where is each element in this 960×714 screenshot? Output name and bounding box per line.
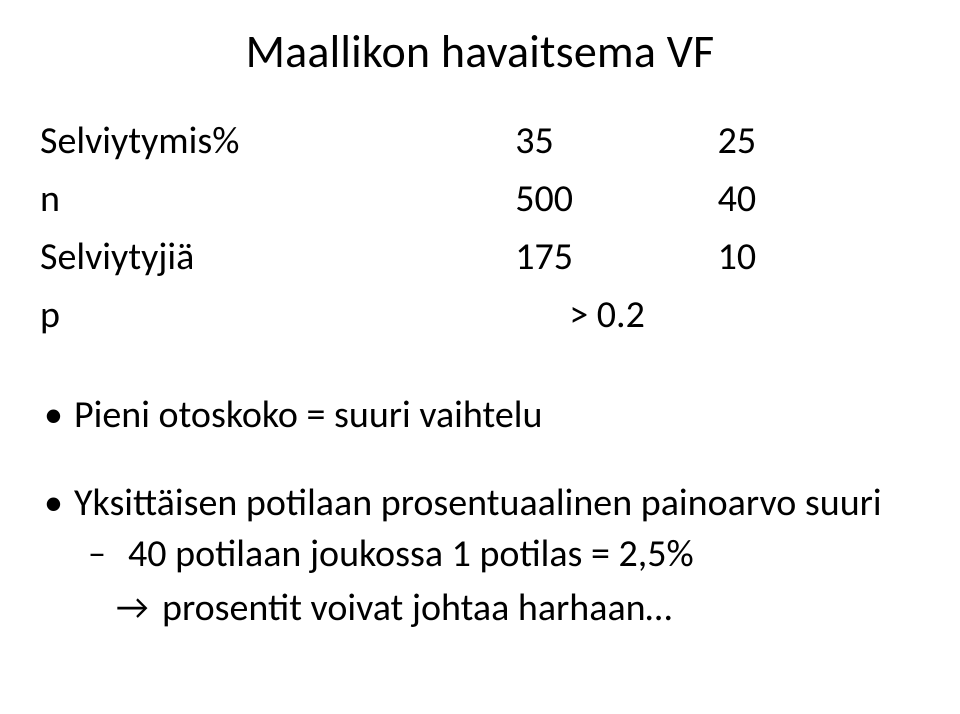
- sub-item: 40 potilaan joukossa 1 potilas = 2,5%: [74, 531, 920, 579]
- row-label: n: [40, 170, 515, 228]
- row-col2: 40: [718, 170, 920, 228]
- bullet-text: Pieni otoskoko = suuri vaihtelu: [74, 392, 542, 438]
- slide-title: Maallikon havaitsema VF: [40, 24, 920, 80]
- row-label: Selviytymis%: [40, 112, 515, 170]
- p-row: p > 0.2: [40, 286, 920, 344]
- row-label: Selviytyjiä: [40, 228, 515, 286]
- table-row: Selviytyjiä 175 10: [40, 228, 920, 286]
- bullet-list: Pieni otoskoko = suuri vaihtelu Yksittäi…: [40, 392, 920, 632]
- p-label: p: [40, 286, 515, 344]
- row-col2: 25: [718, 112, 920, 170]
- data-table: Selviytymis% 35 25 n 500 40 Selviytyjiä …: [40, 112, 920, 344]
- p-value: > 0.2: [515, 286, 717, 344]
- row-col1: 175: [515, 228, 717, 286]
- slide: Maallikon havaitsema VF Selviytymis% 35 …: [0, 0, 960, 714]
- sub-text: 40 potilaan joukossa 1 potilas = 2,5%: [128, 531, 694, 577]
- sub-list: 40 potilaan joukossa 1 potilas = 2,5% pr…: [74, 531, 920, 632]
- bullet-text: Yksittäisen potilaan prosentuaalinen pai…: [74, 480, 882, 526]
- p-blank: [718, 286, 920, 344]
- table-row: Selviytymis% 35 25: [40, 112, 920, 170]
- sub-text: prosentit voivat johtaa harhaan…: [162, 585, 672, 631]
- bullet-item: Yksittäisen potilaan prosentuaalinen pai…: [40, 480, 920, 633]
- row-col1: 500: [515, 170, 717, 228]
- row-col2: 10: [718, 228, 920, 286]
- row-col1: 35: [515, 112, 717, 170]
- table-row: n 500 40: [40, 170, 920, 228]
- sub-item: prosentit voivat johtaa harhaan…: [74, 585, 920, 633]
- bullet-item: Pieni otoskoko = suuri vaihtelu: [40, 392, 920, 440]
- body-content: Pieni otoskoko = suuri vaihtelu Yksittäi…: [40, 392, 920, 632]
